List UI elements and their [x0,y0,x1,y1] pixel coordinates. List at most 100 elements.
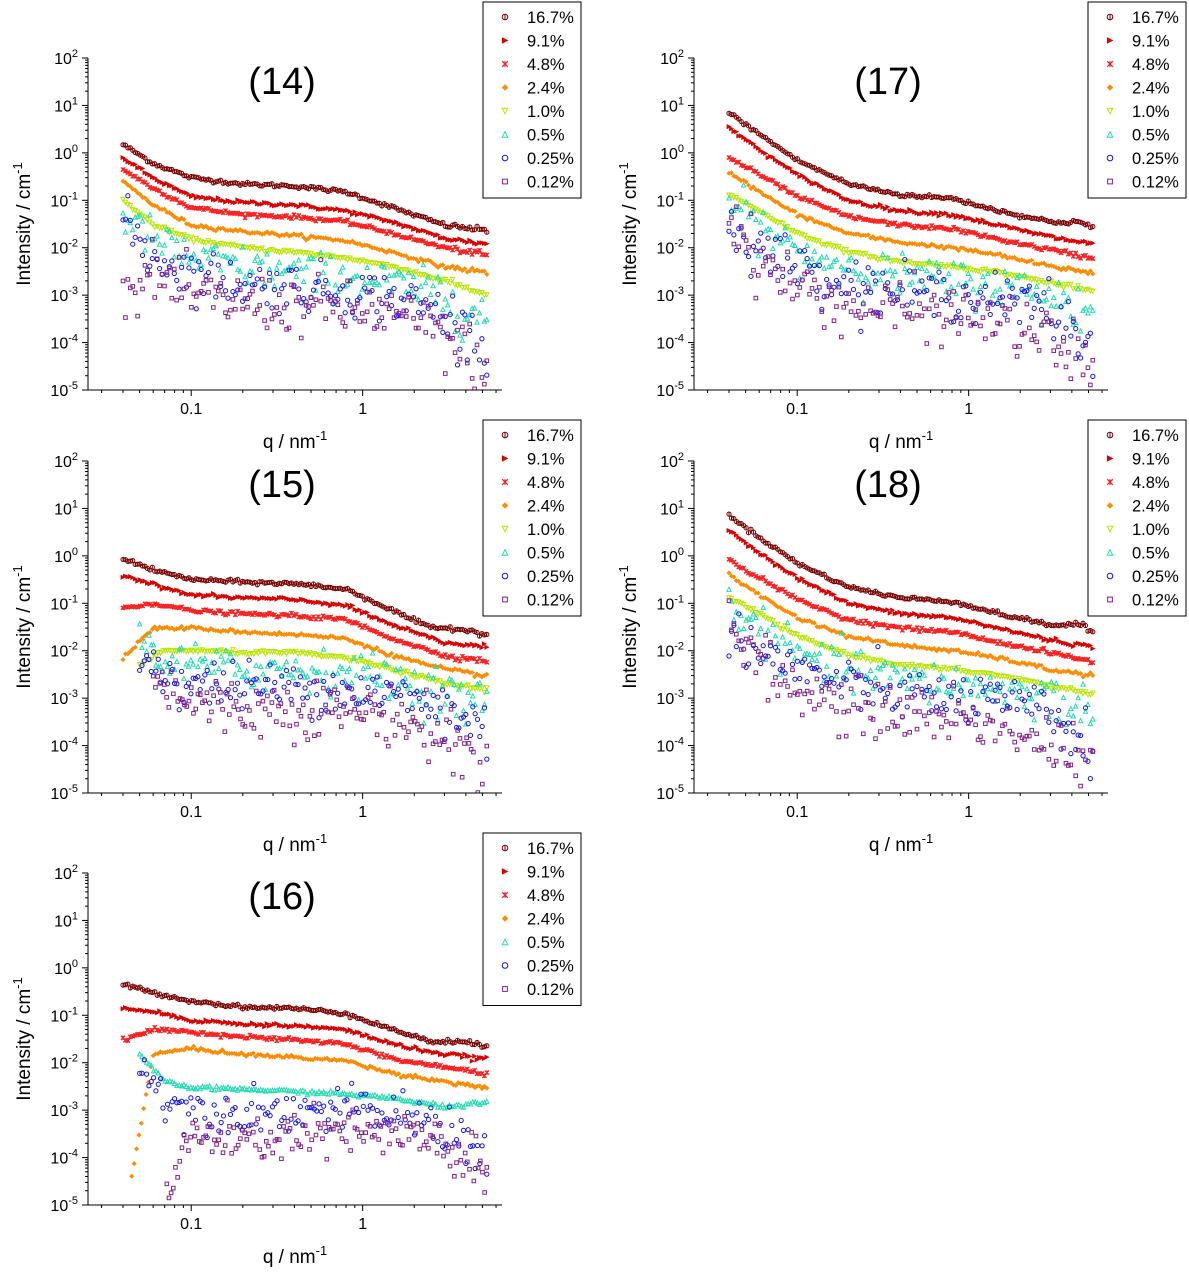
data-point [742,183,746,187]
data-point [253,312,257,316]
data-point [1069,706,1073,710]
legend: 16.7%9.1%4.8%2.4%1.0%0.5%0.25%0.12% [1088,2,1186,198]
data-point [481,782,485,786]
data-point [248,709,252,713]
data-point [776,649,780,653]
data-point [299,336,303,340]
data-point [869,668,873,672]
data-point [732,113,736,117]
data-point [776,264,780,268]
data-point [485,230,489,234]
data-point [365,265,369,269]
data-point [382,326,386,330]
data-point [308,691,312,695]
data-point [475,660,479,664]
data-point [856,277,860,281]
data-point [286,690,290,694]
data-point [810,287,814,291]
data-point [910,687,914,691]
data-point [859,272,863,276]
data-point [284,302,288,306]
data-point [866,692,870,696]
data-point [226,315,230,319]
x-tick-label: 1 [964,401,973,418]
data-point [737,627,741,631]
data-point [396,687,400,691]
data-point [185,248,189,252]
data-point [1071,714,1075,718]
legend-label: 16.7% [527,427,574,445]
data-point [131,242,135,246]
data-point [959,689,963,693]
data-point [864,290,868,294]
data-point [310,718,314,722]
x-tick-label: 0.1 [180,401,202,418]
data-point [754,296,758,300]
data-point [945,318,949,322]
y-axis-label: Intensity / cm-1 [10,162,35,285]
data-point [925,342,929,346]
data-point [734,130,738,134]
series-0.12% [121,237,488,390]
data-point [453,351,457,355]
data-point [912,289,916,293]
data-point [291,676,295,680]
data-point [310,666,314,670]
y-tick-label: 10-2 [50,238,78,258]
data-point [771,246,775,250]
data-point [414,287,418,291]
data-point [299,266,303,270]
data-point [935,304,939,308]
data-point [854,314,858,318]
data-point [216,289,220,293]
data-point [133,291,137,295]
data-point [925,268,929,272]
data-point [322,686,326,690]
data-point [179,669,183,673]
data-point [409,283,413,287]
data-point [1025,302,1029,306]
data-point [766,628,770,632]
data-point [971,287,975,291]
data-point [759,626,763,630]
data-point [1067,351,1071,355]
data-point [398,723,402,727]
data-point [187,699,191,703]
data-point [742,626,746,630]
data-point [151,674,155,678]
data-point [209,178,213,182]
data-point [727,512,731,516]
data-point [1086,311,1090,315]
data-point [454,713,458,717]
data-point [957,332,961,336]
data-point [461,708,465,712]
data-point [835,305,839,309]
data-point [754,217,758,221]
data-point [786,250,790,254]
data-point [175,298,179,302]
data-point [817,651,821,655]
data-point [402,276,406,280]
data-point [239,717,243,721]
data-point [856,293,860,297]
data-point [358,320,362,324]
legend-label: 1.0% [527,103,565,121]
data-point [917,630,921,634]
data-point [221,660,225,664]
data-point [232,705,236,709]
data-point [1088,721,1092,725]
data-point [373,689,377,693]
data-point [317,733,321,737]
data-point [839,264,843,268]
legend-label: 9.1% [527,33,565,51]
series-2.4% [121,179,489,276]
data-point [969,277,973,281]
data-point [419,316,423,320]
legend-label: 0.25% [527,150,574,168]
data-point [812,166,816,170]
data-point [246,305,250,309]
data-point [294,659,298,663]
data-point [727,222,731,226]
data-point [766,214,770,218]
